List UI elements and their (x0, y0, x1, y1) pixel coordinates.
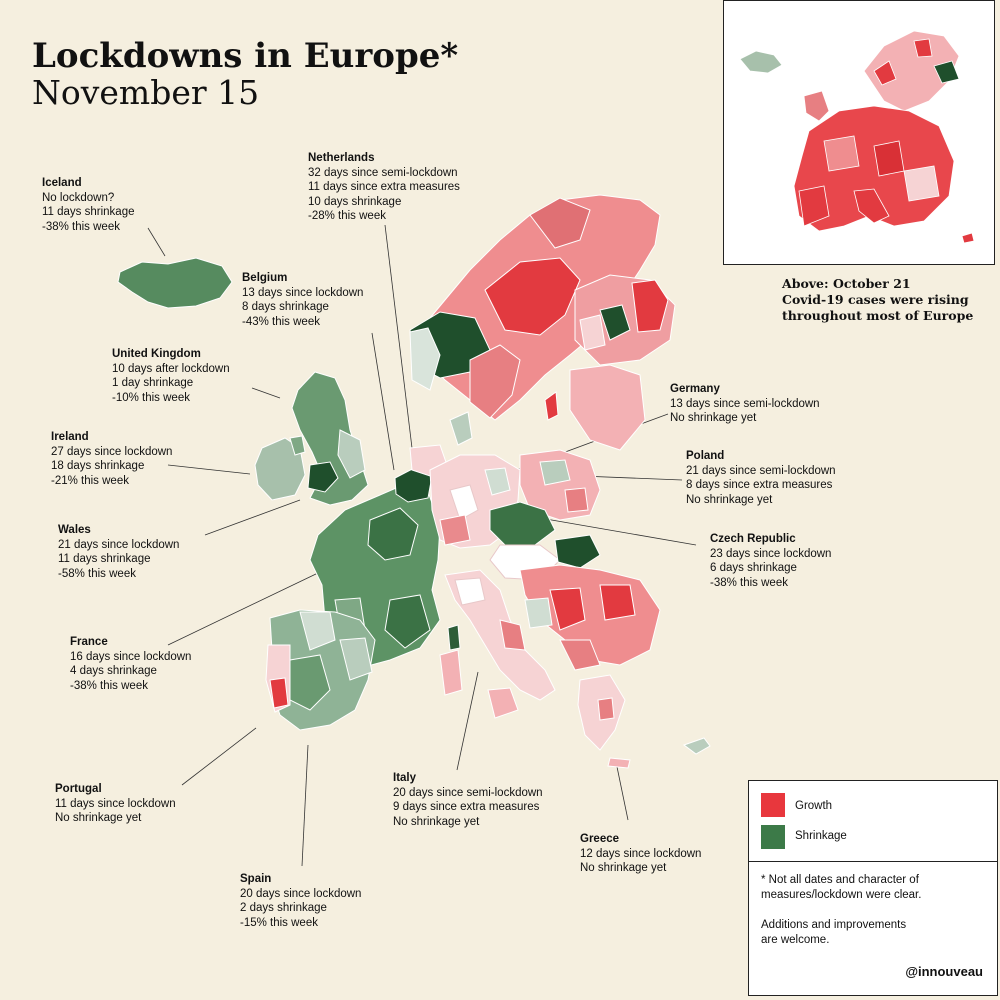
note-line: * Not all dates and character of (761, 874, 919, 886)
annotation-italy: Italy 20 days since semi-lockdown 9 days… (393, 771, 543, 829)
inset-caption: Above: October 21 Covid-19 cases were ri… (782, 276, 973, 324)
annotation-line: -21% this week (51, 474, 129, 487)
annotation-title: Portugal (55, 783, 102, 795)
legend-box: Growth Shrinkage * Not all dates and cha… (748, 780, 998, 996)
annotation-line: 9 days since extra measures (393, 801, 540, 813)
annotation-title: Spain (240, 873, 272, 885)
annotation-line: 11 days shrinkage (42, 206, 135, 218)
page-title: Lockdowns in Europe* (32, 36, 459, 76)
annotation-line: No shrinkage yet (55, 812, 142, 824)
annotation-line: 8 days shrinkage (242, 301, 329, 313)
legend-divider (749, 861, 997, 862)
leader-lines (147, 224, 697, 867)
annotation-line: 11 days since extra measures (308, 181, 460, 193)
note-spacer (761, 903, 991, 918)
inset-map (723, 0, 995, 265)
annotation-greece: Greece 12 days since lockdown No shrinka… (580, 832, 701, 876)
annotation-title: Germany (670, 383, 720, 395)
annotation-title: Wales (58, 524, 91, 536)
annotation-line: 6 days shrinkage (710, 562, 797, 574)
annotation-title: Ireland (51, 431, 89, 443)
annotation-line: 23 days since lockdown (710, 547, 832, 560)
annotation-title: France (70, 636, 108, 648)
annotation-line: 16 days since lockdown (70, 650, 192, 663)
annotation-title: Czech Republic (710, 533, 796, 545)
annotation-iceland: Iceland No lockdown? 11 days shrinkage -… (42, 176, 134, 234)
annotation-line: 10 days shrinkage (308, 195, 402, 208)
annotation-ireland: Ireland 27 days since lockdown 18 days s… (51, 430, 172, 488)
annotation-line: 13 days since semi-lockdown (670, 397, 820, 410)
annotation-line: 13 days since lockdown (242, 286, 364, 299)
annotation-line: No shrinkage yet (670, 412, 757, 424)
shrinkage-label: Shrinkage (795, 830, 847, 842)
annotation-line: -15% this week (240, 916, 318, 929)
annotation-line: No shrinkage yet (580, 862, 667, 874)
annotation-title: Greece (580, 833, 620, 845)
annotation-czech: Czech Republic 23 days since lockdown 6 … (710, 532, 831, 590)
annotation-line: -10% this week (112, 391, 190, 404)
inset-caption-line: Covid-19 cases were rising (782, 292, 969, 307)
shrinkage-swatch (761, 825, 785, 849)
annotation-line: -38% this week (710, 576, 788, 589)
annotation-line: 21 days since lockdown (58, 538, 180, 551)
annotation-line: 20 days since semi-lockdown (393, 786, 543, 799)
annotation-spain: Spain 20 days since lockdown 2 days shri… (240, 872, 361, 930)
annotation-line: 8 days since extra measures (686, 479, 833, 491)
annotation-line: -28% this week (308, 210, 386, 222)
annotation-title: United Kingdom (112, 348, 201, 360)
annotation-line: 18 days shrinkage (51, 460, 145, 472)
annotation-line: 21 days since semi-lockdown (686, 464, 836, 477)
annotation-france: France 16 days since lockdown 4 days shr… (70, 635, 191, 693)
annotation-title: Poland (686, 450, 725, 462)
annotation-line: 20 days since lockdown (240, 887, 362, 900)
inset-caption-line: Above: October 21 (782, 276, 911, 291)
annotation-germany: Germany 13 days since semi-lockdown No s… (670, 382, 820, 426)
annotation-line: No shrinkage yet (393, 815, 480, 828)
annotation-uk: United Kingdom 10 days after lockdown 1 … (112, 347, 230, 405)
annotation-line: 27 days since lockdown (51, 445, 173, 458)
annotation-line: 2 days shrinkage (240, 902, 327, 914)
annotation-line: 11 days shrinkage (58, 553, 151, 565)
annotation-line: 32 days since semi-lockdown (308, 166, 458, 179)
annotation-line: 1 day shrinkage (112, 377, 194, 389)
annotation-poland: Poland 21 days since semi-lockdown 8 day… (686, 449, 836, 507)
annotation-wales: Wales 21 days since lockdown 11 days shr… (58, 523, 179, 581)
annotation-line: No lockdown? (42, 191, 115, 204)
legend-note: * Not all dates and character of measure… (761, 873, 991, 948)
note-line: are welcome. (761, 934, 830, 946)
annotation-title: Belgium (242, 272, 288, 284)
author-handle: @innouveau (905, 964, 983, 979)
annotation-portugal: Portugal 11 days since lockdown No shrin… (55, 782, 176, 826)
note-line: measures/lockdown were clear. (761, 889, 922, 901)
annotation-title: Italy (393, 772, 417, 784)
annotation-line: -58% this week (58, 567, 136, 580)
note-line: Additions and improvements (761, 919, 907, 931)
annotation-title: Netherlands (308, 152, 375, 164)
inset-map-svg (739, 30, 975, 244)
inset-caption-line: throughout most of Europe (782, 308, 974, 323)
annotation-line: 4 days shrinkage (70, 665, 157, 677)
annotation-line: -38% this week (70, 679, 148, 692)
growth-label: Growth (795, 800, 833, 812)
annotation-line: -38% this week (42, 220, 120, 233)
annotation-line: 12 days since lockdown (580, 847, 702, 860)
annotation-belgium: Belgium 13 days since lockdown 8 days sh… (242, 271, 363, 329)
annotation-title: Iceland (42, 177, 82, 189)
annotation-line: No shrinkage yet (686, 493, 773, 506)
annotation-netherlands: Netherlands 32 days since semi-lockdown … (308, 151, 460, 224)
page-subtitle: November 15 (32, 73, 260, 112)
annotation-line: 11 days since lockdown (55, 797, 176, 810)
annotation-line: 10 days after lockdown (112, 362, 230, 375)
annotation-line: -43% this week (242, 315, 320, 328)
growth-swatch (761, 793, 785, 817)
